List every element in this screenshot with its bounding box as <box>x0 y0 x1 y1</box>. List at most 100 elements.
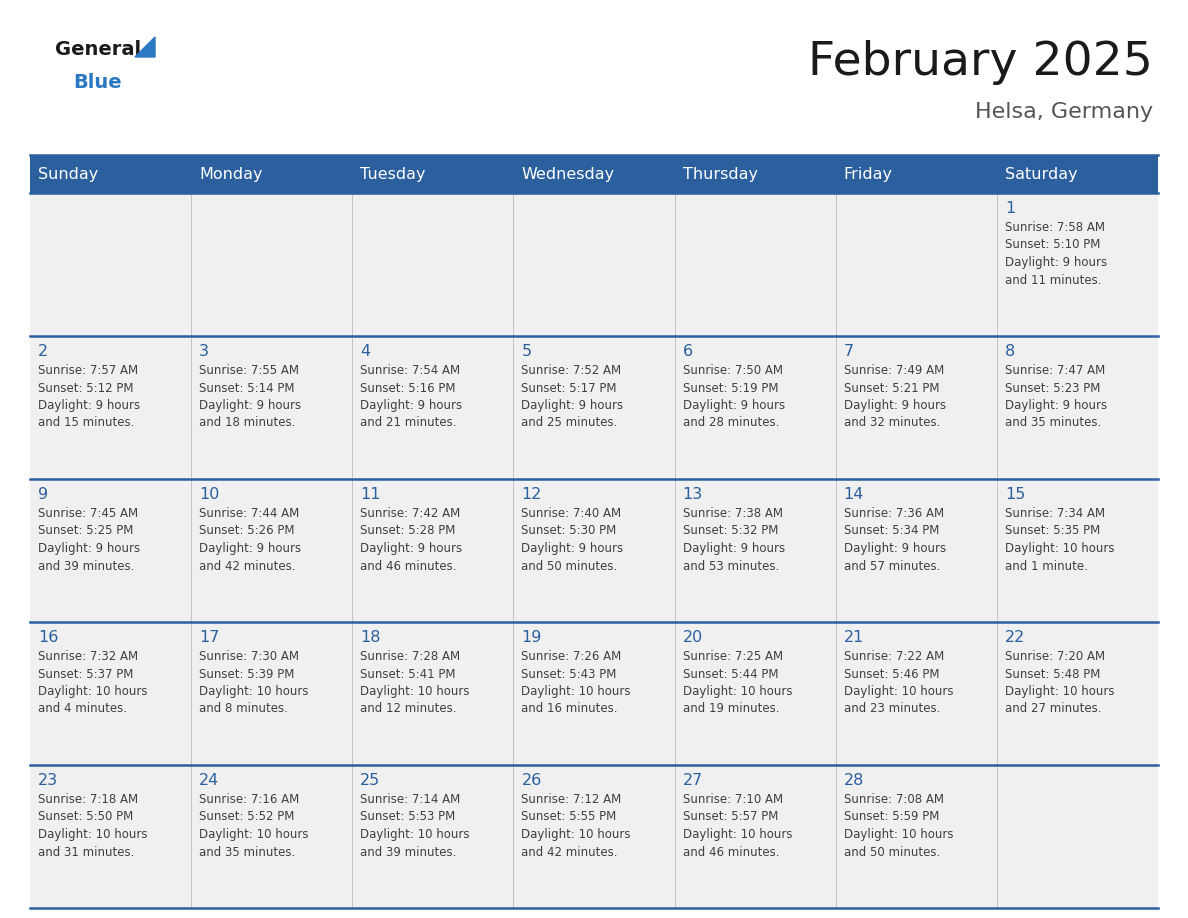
Text: 3: 3 <box>200 344 209 359</box>
Text: Daylight: 9 hours: Daylight: 9 hours <box>1005 256 1107 269</box>
Text: 18: 18 <box>360 630 381 645</box>
Text: February 2025: February 2025 <box>808 40 1154 85</box>
Text: Sunset: 5:39 PM: Sunset: 5:39 PM <box>200 667 295 680</box>
Text: Friday: Friday <box>843 167 892 183</box>
Text: Sunrise: 7:30 AM: Sunrise: 7:30 AM <box>200 650 299 663</box>
Text: Sunset: 5:59 PM: Sunset: 5:59 PM <box>843 811 939 823</box>
Text: Sunrise: 7:14 AM: Sunrise: 7:14 AM <box>360 793 461 806</box>
Text: and 1 minute.: and 1 minute. <box>1005 559 1088 573</box>
Bar <box>30 155 1158 193</box>
Text: Thursday: Thursday <box>683 167 758 183</box>
Text: and 21 minutes.: and 21 minutes. <box>360 417 456 430</box>
Text: Daylight: 9 hours: Daylight: 9 hours <box>200 399 302 412</box>
Text: Sunset: 5:48 PM: Sunset: 5:48 PM <box>1005 667 1100 680</box>
Text: Daylight: 9 hours: Daylight: 9 hours <box>38 542 140 555</box>
Text: Blue: Blue <box>72 73 121 92</box>
Text: Sunset: 5:23 PM: Sunset: 5:23 PM <box>1005 382 1100 395</box>
Bar <box>30 193 1158 336</box>
Text: and 42 minutes.: and 42 minutes. <box>522 845 618 858</box>
Text: Sunset: 5:16 PM: Sunset: 5:16 PM <box>360 382 456 395</box>
Text: Sunset: 5:28 PM: Sunset: 5:28 PM <box>360 524 456 538</box>
Text: Daylight: 10 hours: Daylight: 10 hours <box>38 828 147 841</box>
Text: Daylight: 9 hours: Daylight: 9 hours <box>360 399 462 412</box>
Text: Daylight: 9 hours: Daylight: 9 hours <box>1005 399 1107 412</box>
Text: and 4 minutes.: and 4 minutes. <box>38 702 127 715</box>
Text: and 31 minutes.: and 31 minutes. <box>38 845 134 858</box>
Text: and 57 minutes.: and 57 minutes. <box>843 559 940 573</box>
Text: Sunrise: 7:18 AM: Sunrise: 7:18 AM <box>38 793 138 806</box>
Text: Sunset: 5:43 PM: Sunset: 5:43 PM <box>522 667 617 680</box>
Text: Sunset: 5:19 PM: Sunset: 5:19 PM <box>683 382 778 395</box>
Text: Daylight: 10 hours: Daylight: 10 hours <box>522 828 631 841</box>
Text: 24: 24 <box>200 773 220 788</box>
Text: Sunset: 5:57 PM: Sunset: 5:57 PM <box>683 811 778 823</box>
Text: and 16 minutes.: and 16 minutes. <box>522 702 618 715</box>
Text: Sunrise: 7:26 AM: Sunrise: 7:26 AM <box>522 650 621 663</box>
Text: and 39 minutes.: and 39 minutes. <box>38 559 134 573</box>
Bar <box>30 479 1158 622</box>
Text: 6: 6 <box>683 344 693 359</box>
Text: Sunrise: 7:42 AM: Sunrise: 7:42 AM <box>360 507 461 520</box>
Text: 21: 21 <box>843 630 864 645</box>
Text: Sunrise: 7:32 AM: Sunrise: 7:32 AM <box>38 650 138 663</box>
Text: 26: 26 <box>522 773 542 788</box>
Text: Daylight: 10 hours: Daylight: 10 hours <box>843 828 953 841</box>
Text: Sunrise: 7:57 AM: Sunrise: 7:57 AM <box>38 364 138 377</box>
Text: Daylight: 10 hours: Daylight: 10 hours <box>1005 685 1114 698</box>
Text: Sunrise: 7:47 AM: Sunrise: 7:47 AM <box>1005 364 1105 377</box>
Text: and 32 minutes.: and 32 minutes. <box>843 417 940 430</box>
Text: Daylight: 10 hours: Daylight: 10 hours <box>360 685 469 698</box>
Text: Sunset: 5:50 PM: Sunset: 5:50 PM <box>38 811 133 823</box>
Text: 9: 9 <box>38 487 49 502</box>
Text: 28: 28 <box>843 773 864 788</box>
Text: and 53 minutes.: and 53 minutes. <box>683 559 779 573</box>
Text: and 50 minutes.: and 50 minutes. <box>522 559 618 573</box>
Text: Sunrise: 7:10 AM: Sunrise: 7:10 AM <box>683 793 783 806</box>
Text: and 46 minutes.: and 46 minutes. <box>360 559 456 573</box>
Text: Sunset: 5:10 PM: Sunset: 5:10 PM <box>1005 239 1100 252</box>
Text: Daylight: 9 hours: Daylight: 9 hours <box>522 399 624 412</box>
Text: Sunrise: 7:36 AM: Sunrise: 7:36 AM <box>843 507 943 520</box>
Text: Sunrise: 7:16 AM: Sunrise: 7:16 AM <box>200 793 299 806</box>
Text: Daylight: 10 hours: Daylight: 10 hours <box>683 685 792 698</box>
Text: Sunrise: 7:28 AM: Sunrise: 7:28 AM <box>360 650 461 663</box>
Text: 1: 1 <box>1005 201 1015 216</box>
Text: Sunset: 5:44 PM: Sunset: 5:44 PM <box>683 667 778 680</box>
Text: 17: 17 <box>200 630 220 645</box>
Text: Sunset: 5:55 PM: Sunset: 5:55 PM <box>522 811 617 823</box>
Text: and 25 minutes.: and 25 minutes. <box>522 417 618 430</box>
Text: Helsa, Germany: Helsa, Germany <box>975 102 1154 122</box>
Text: and 35 minutes.: and 35 minutes. <box>1005 417 1101 430</box>
Text: and 46 minutes.: and 46 minutes. <box>683 845 779 858</box>
Text: 11: 11 <box>360 487 381 502</box>
Text: Sunset: 5:46 PM: Sunset: 5:46 PM <box>843 667 940 680</box>
Text: 23: 23 <box>38 773 58 788</box>
Text: 13: 13 <box>683 487 703 502</box>
Text: Daylight: 9 hours: Daylight: 9 hours <box>200 542 302 555</box>
Text: Daylight: 10 hours: Daylight: 10 hours <box>522 685 631 698</box>
Text: 4: 4 <box>360 344 371 359</box>
Text: Daylight: 9 hours: Daylight: 9 hours <box>683 542 785 555</box>
Text: Sunset: 5:53 PM: Sunset: 5:53 PM <box>360 811 455 823</box>
Text: Sunrise: 7:20 AM: Sunrise: 7:20 AM <box>1005 650 1105 663</box>
Text: Sunrise: 7:45 AM: Sunrise: 7:45 AM <box>38 507 138 520</box>
Text: Sunset: 5:37 PM: Sunset: 5:37 PM <box>38 667 133 680</box>
Text: Daylight: 10 hours: Daylight: 10 hours <box>200 828 309 841</box>
Text: and 27 minutes.: and 27 minutes. <box>1005 702 1101 715</box>
Text: 12: 12 <box>522 487 542 502</box>
Text: Sunset: 5:17 PM: Sunset: 5:17 PM <box>522 382 617 395</box>
Bar <box>30 622 1158 765</box>
Text: 16: 16 <box>38 630 58 645</box>
Text: Daylight: 10 hours: Daylight: 10 hours <box>683 828 792 841</box>
Text: Sunset: 5:34 PM: Sunset: 5:34 PM <box>843 524 939 538</box>
Text: Daylight: 10 hours: Daylight: 10 hours <box>1005 542 1114 555</box>
Text: Sunset: 5:41 PM: Sunset: 5:41 PM <box>360 667 456 680</box>
Text: Sunrise: 7:34 AM: Sunrise: 7:34 AM <box>1005 507 1105 520</box>
Text: 5: 5 <box>522 344 531 359</box>
Text: Monday: Monday <box>200 167 263 183</box>
Text: and 18 minutes.: and 18 minutes. <box>200 417 296 430</box>
Text: and 28 minutes.: and 28 minutes. <box>683 417 779 430</box>
Text: Sunrise: 7:44 AM: Sunrise: 7:44 AM <box>200 507 299 520</box>
Text: 8: 8 <box>1005 344 1015 359</box>
Text: Sunrise: 7:58 AM: Sunrise: 7:58 AM <box>1005 221 1105 234</box>
